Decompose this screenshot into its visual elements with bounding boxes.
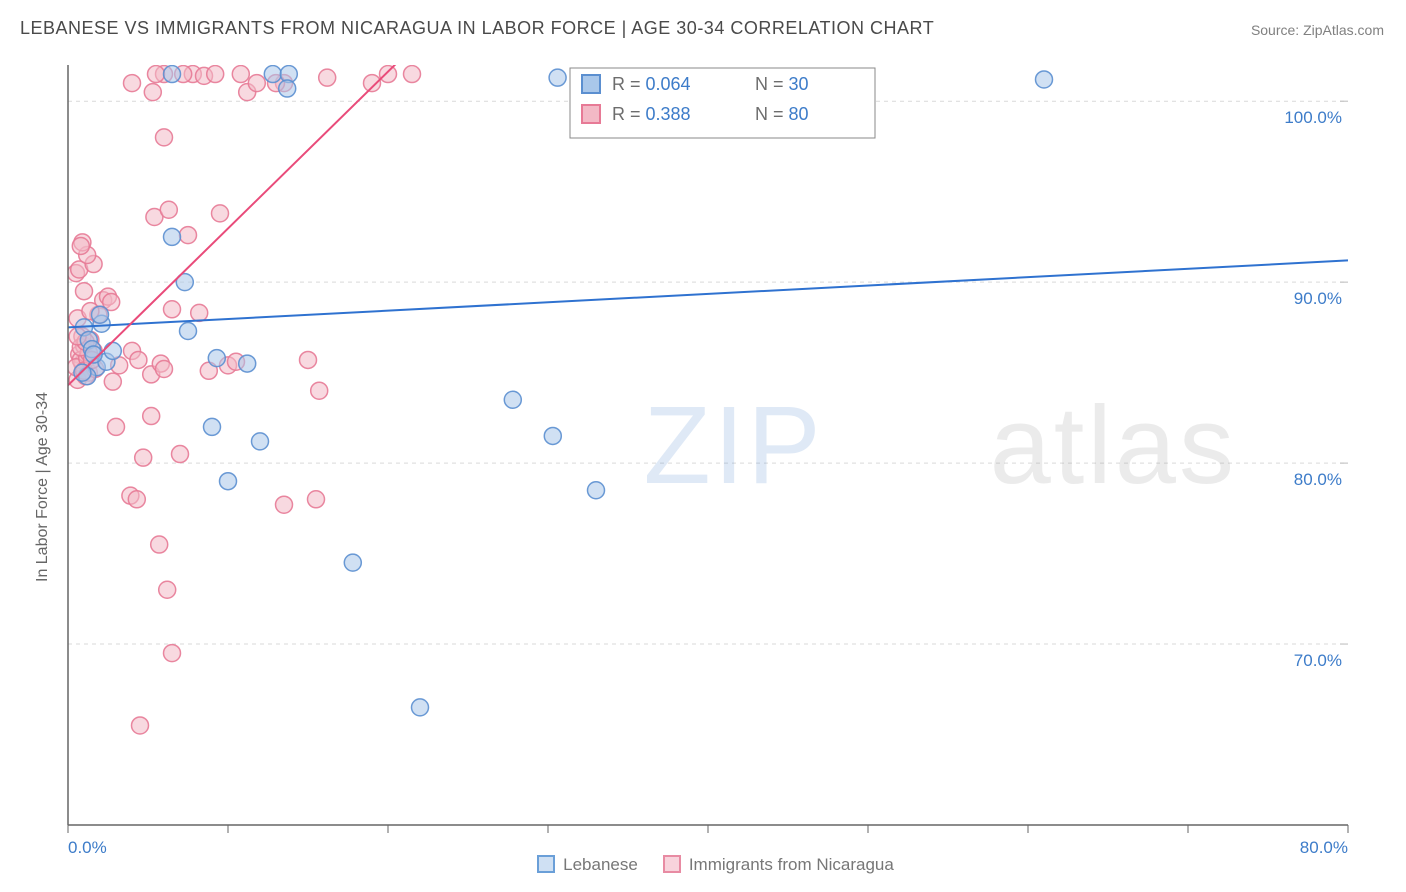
legend-label: Immigrants from Nicaragua: [689, 855, 894, 874]
svg-text:ZIP: ZIP: [644, 384, 824, 507]
svg-text:R = 0.388: R = 0.388: [612, 104, 691, 124]
legend-label: Lebanese: [563, 855, 638, 874]
source-prefix: Source:: [1251, 22, 1303, 38]
svg-text:80.0%: 80.0%: [1294, 470, 1342, 489]
svg-text:N = 30: N = 30: [755, 74, 809, 94]
legend-swatch: [537, 855, 555, 873]
svg-text:100.0%: 100.0%: [1284, 108, 1342, 127]
svg-text:90.0%: 90.0%: [1294, 289, 1342, 308]
scatter-chart: ZIPatlas0.0%80.0%70.0%80.0%90.0%100.0%R …: [20, 55, 1386, 875]
svg-text:70.0%: 70.0%: [1294, 651, 1342, 670]
chart-container: In Labor Force | Age 30-34 ZIPatlas0.0%8…: [20, 55, 1386, 875]
svg-text:atlas: atlas: [990, 384, 1237, 507]
chart-title: LEBANESE VS IMMIGRANTS FROM NICARAGUA IN…: [20, 18, 934, 39]
svg-text:R = 0.064: R = 0.064: [612, 74, 691, 94]
legend-bottom: Lebanese Immigrants from Nicaragua: [20, 855, 1386, 875]
source-name: ZipAtlas.com: [1303, 22, 1384, 38]
source-label: Source: ZipAtlas.com: [1251, 22, 1384, 38]
y-axis-label: In Labor Force | Age 30-34: [34, 392, 52, 582]
svg-text:N = 80: N = 80: [755, 104, 809, 124]
legend-swatch: [663, 855, 681, 873]
